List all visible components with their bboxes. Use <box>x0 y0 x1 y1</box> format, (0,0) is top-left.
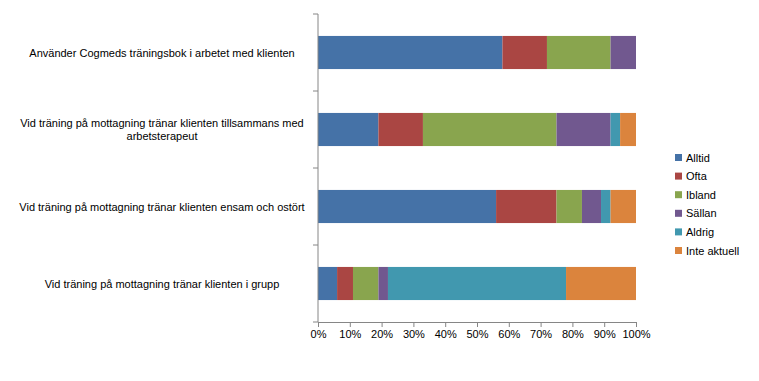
bar-segment <box>557 113 611 146</box>
x-tick-label: 60% <box>498 328 520 340</box>
x-tick: 10% <box>339 322 361 340</box>
x-tick-mark <box>445 322 446 327</box>
x-tick-mark <box>413 322 414 327</box>
category-label-line: Vid träning på mottagning tränar kliente… <box>20 117 304 129</box>
x-tick-label: 0% <box>311 328 327 340</box>
category-label-line: Vid träning på mottagning tränar kliente… <box>45 278 280 290</box>
x-tick: 30% <box>403 322 425 340</box>
legend-label: Aldrig <box>686 226 714 238</box>
x-tick-label: 30% <box>403 328 425 340</box>
x-tick-label: 90% <box>594 328 616 340</box>
x-tick-mark <box>382 322 383 327</box>
legend-swatch <box>675 173 682 180</box>
x-tick-label: 70% <box>530 328 552 340</box>
legend-swatch <box>675 210 682 217</box>
legend-label: Ibland <box>686 189 716 201</box>
bar-segment <box>620 113 636 146</box>
bar-segment <box>601 190 611 223</box>
bar-segment <box>636 36 637 69</box>
x-tick: 90% <box>594 322 616 340</box>
bar-segment <box>611 36 636 69</box>
bar-segment <box>611 190 636 223</box>
bar-segment <box>318 267 337 300</box>
x-tick: 20% <box>371 322 393 340</box>
x-tick-label: 50% <box>466 328 488 340</box>
legend-swatch <box>675 154 682 161</box>
bar-segment <box>502 36 547 69</box>
x-tick-label: 10% <box>339 328 361 340</box>
x-tick-label: 100% <box>622 328 650 340</box>
bar-segment <box>378 113 423 146</box>
category-label-line: arbetsterapeut <box>127 130 198 142</box>
series <box>318 36 502 300</box>
bar-segment <box>582 190 601 223</box>
bar-segment <box>388 267 566 300</box>
series <box>353 36 611 300</box>
category-divider <box>313 14 318 15</box>
x-tick: 40% <box>435 322 457 340</box>
category-divider <box>313 168 318 169</box>
x-tick-mark <box>318 322 319 327</box>
x-tick: 100% <box>622 322 650 340</box>
legend-label: Alltid <box>686 152 710 164</box>
bar-segment <box>318 113 378 146</box>
x-tick: 70% <box>530 322 552 340</box>
x-tick-mark <box>636 322 637 327</box>
category-dividers <box>313 14 318 322</box>
category-divider <box>313 245 318 246</box>
legend-swatch <box>675 247 682 254</box>
bar-segment <box>557 190 582 223</box>
category-divider <box>313 322 318 323</box>
legend-swatch <box>675 228 682 235</box>
legend-label: Sällan <box>686 207 717 219</box>
x-tick-mark <box>604 322 605 327</box>
legend: Alltid Ofta Ibland Sällan Aldrig Inte aktuell <box>675 152 739 257</box>
series <box>337 36 556 300</box>
bar-segment <box>496 190 556 223</box>
bar-segment <box>353 267 378 300</box>
category-label: Använder Cogmeds träningsbok i arbetet m… <box>29 47 294 59</box>
category-label: Vid träning på mottagning tränar kliente… <box>45 278 280 290</box>
x-tick-label: 40% <box>435 328 457 340</box>
category-label: Vid träning på mottagning tränar kliente… <box>19 201 304 213</box>
x-tick: 60% <box>498 322 520 340</box>
legend-label: Ofta <box>686 170 708 182</box>
bar-segment <box>636 36 637 69</box>
x-tick-label: 20% <box>371 328 393 340</box>
x-tick-mark <box>572 322 573 327</box>
bar-segment <box>611 113 621 146</box>
legend-swatch <box>675 191 682 198</box>
bar-segment <box>318 36 502 69</box>
bar-segment <box>547 36 611 69</box>
x-tick-mark <box>541 322 542 327</box>
x-tick: 0% <box>311 322 327 340</box>
bar-segment <box>423 113 557 146</box>
category-divider <box>313 91 318 92</box>
bar-segment <box>337 267 353 300</box>
series <box>566 113 636 300</box>
x-tick-mark <box>477 322 478 327</box>
x-tick-label: 80% <box>562 328 584 340</box>
bars <box>318 36 636 300</box>
x-tick: 80% <box>562 322 584 340</box>
x-tick-mark <box>509 322 510 327</box>
bar-segment <box>566 267 636 300</box>
category-label-line: Använder Cogmeds träningsbok i arbetet m… <box>29 47 294 59</box>
category-label-line: Vid träning på mottagning tränar kliente… <box>19 201 304 213</box>
x-axis: 0% 10% 20% 30% 40% 50% 60% 70% 80% 90% 100% <box>311 322 651 340</box>
x-tick-mark <box>350 322 351 327</box>
bar-segment <box>318 190 496 223</box>
x-tick: 50% <box>466 322 488 340</box>
bar-segment <box>378 267 388 300</box>
legend-label: Inte aktuell <box>686 245 739 257</box>
category-label: Vid träning på mottagning tränar kliente… <box>20 117 304 142</box>
chart: Använder Cogmeds träningsbok i arbetet m… <box>0 0 759 381</box>
category-labels: Använder Cogmeds träningsbok i arbetet m… <box>19 47 304 290</box>
series <box>378 36 636 300</box>
